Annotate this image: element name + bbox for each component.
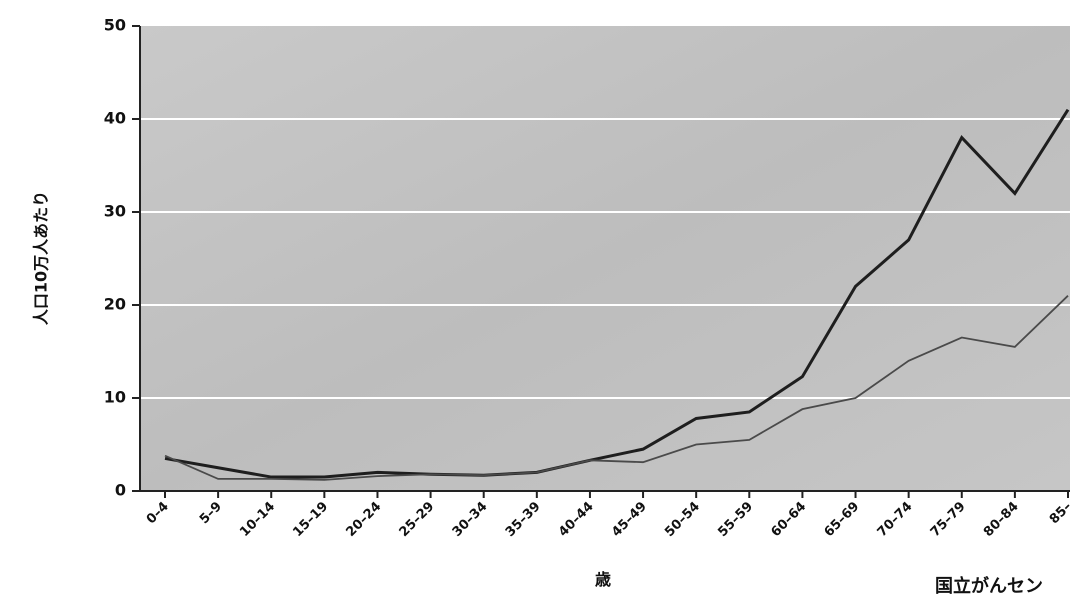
y-tick-label: 50 [104, 16, 126, 35]
page: {"chart_data": {"type": "line", "y_label… [0, 0, 1085, 597]
x-tick-label: 45–49 [609, 499, 650, 540]
source-note: 国立がんセン [935, 575, 1043, 597]
x-tick-label: 20–24 [344, 499, 385, 540]
plot-area [140, 26, 1070, 491]
x-tick-label: 15–19 [290, 499, 331, 540]
chart: 人口10万人あたり 歳 国立がんセン 0 10 20 30 40 50 0–4 5–9 10–1… [0, 0, 1085, 597]
x-tick-label: 35–39 [503, 499, 544, 540]
y-axis-label: 人口10万人あたり [32, 191, 51, 325]
x-tick-label: 85– [1047, 499, 1075, 527]
x-tick-label: 40–44 [556, 499, 597, 540]
x-tick-label: 5–9 [197, 499, 225, 527]
x-axis-label: 歳 [595, 570, 611, 589]
x-tick-label: 75–79 [928, 499, 969, 540]
y-tick-label: 40 [104, 109, 126, 128]
y-tick-label: 30 [104, 202, 126, 221]
y-tick-label: 0 [115, 481, 126, 500]
y-tick-label: 20 [104, 295, 126, 314]
x-tick-label: 60–64 [768, 499, 809, 540]
x-tick-label: 50–54 [662, 499, 703, 540]
x-tick-label: 25–29 [397, 499, 438, 540]
y-tick-label: 10 [104, 388, 126, 407]
x-tick-label: 30–34 [450, 499, 491, 540]
x-tick-label: 0–4 [144, 499, 172, 527]
x-tick-label: 80–84 [981, 499, 1022, 540]
x-tick-label: 70–74 [875, 499, 916, 540]
x-tick-label: 55–59 [715, 499, 756, 540]
x-tick-label: 65–69 [822, 499, 863, 540]
x-tick-label: 10–14 [237, 499, 278, 540]
